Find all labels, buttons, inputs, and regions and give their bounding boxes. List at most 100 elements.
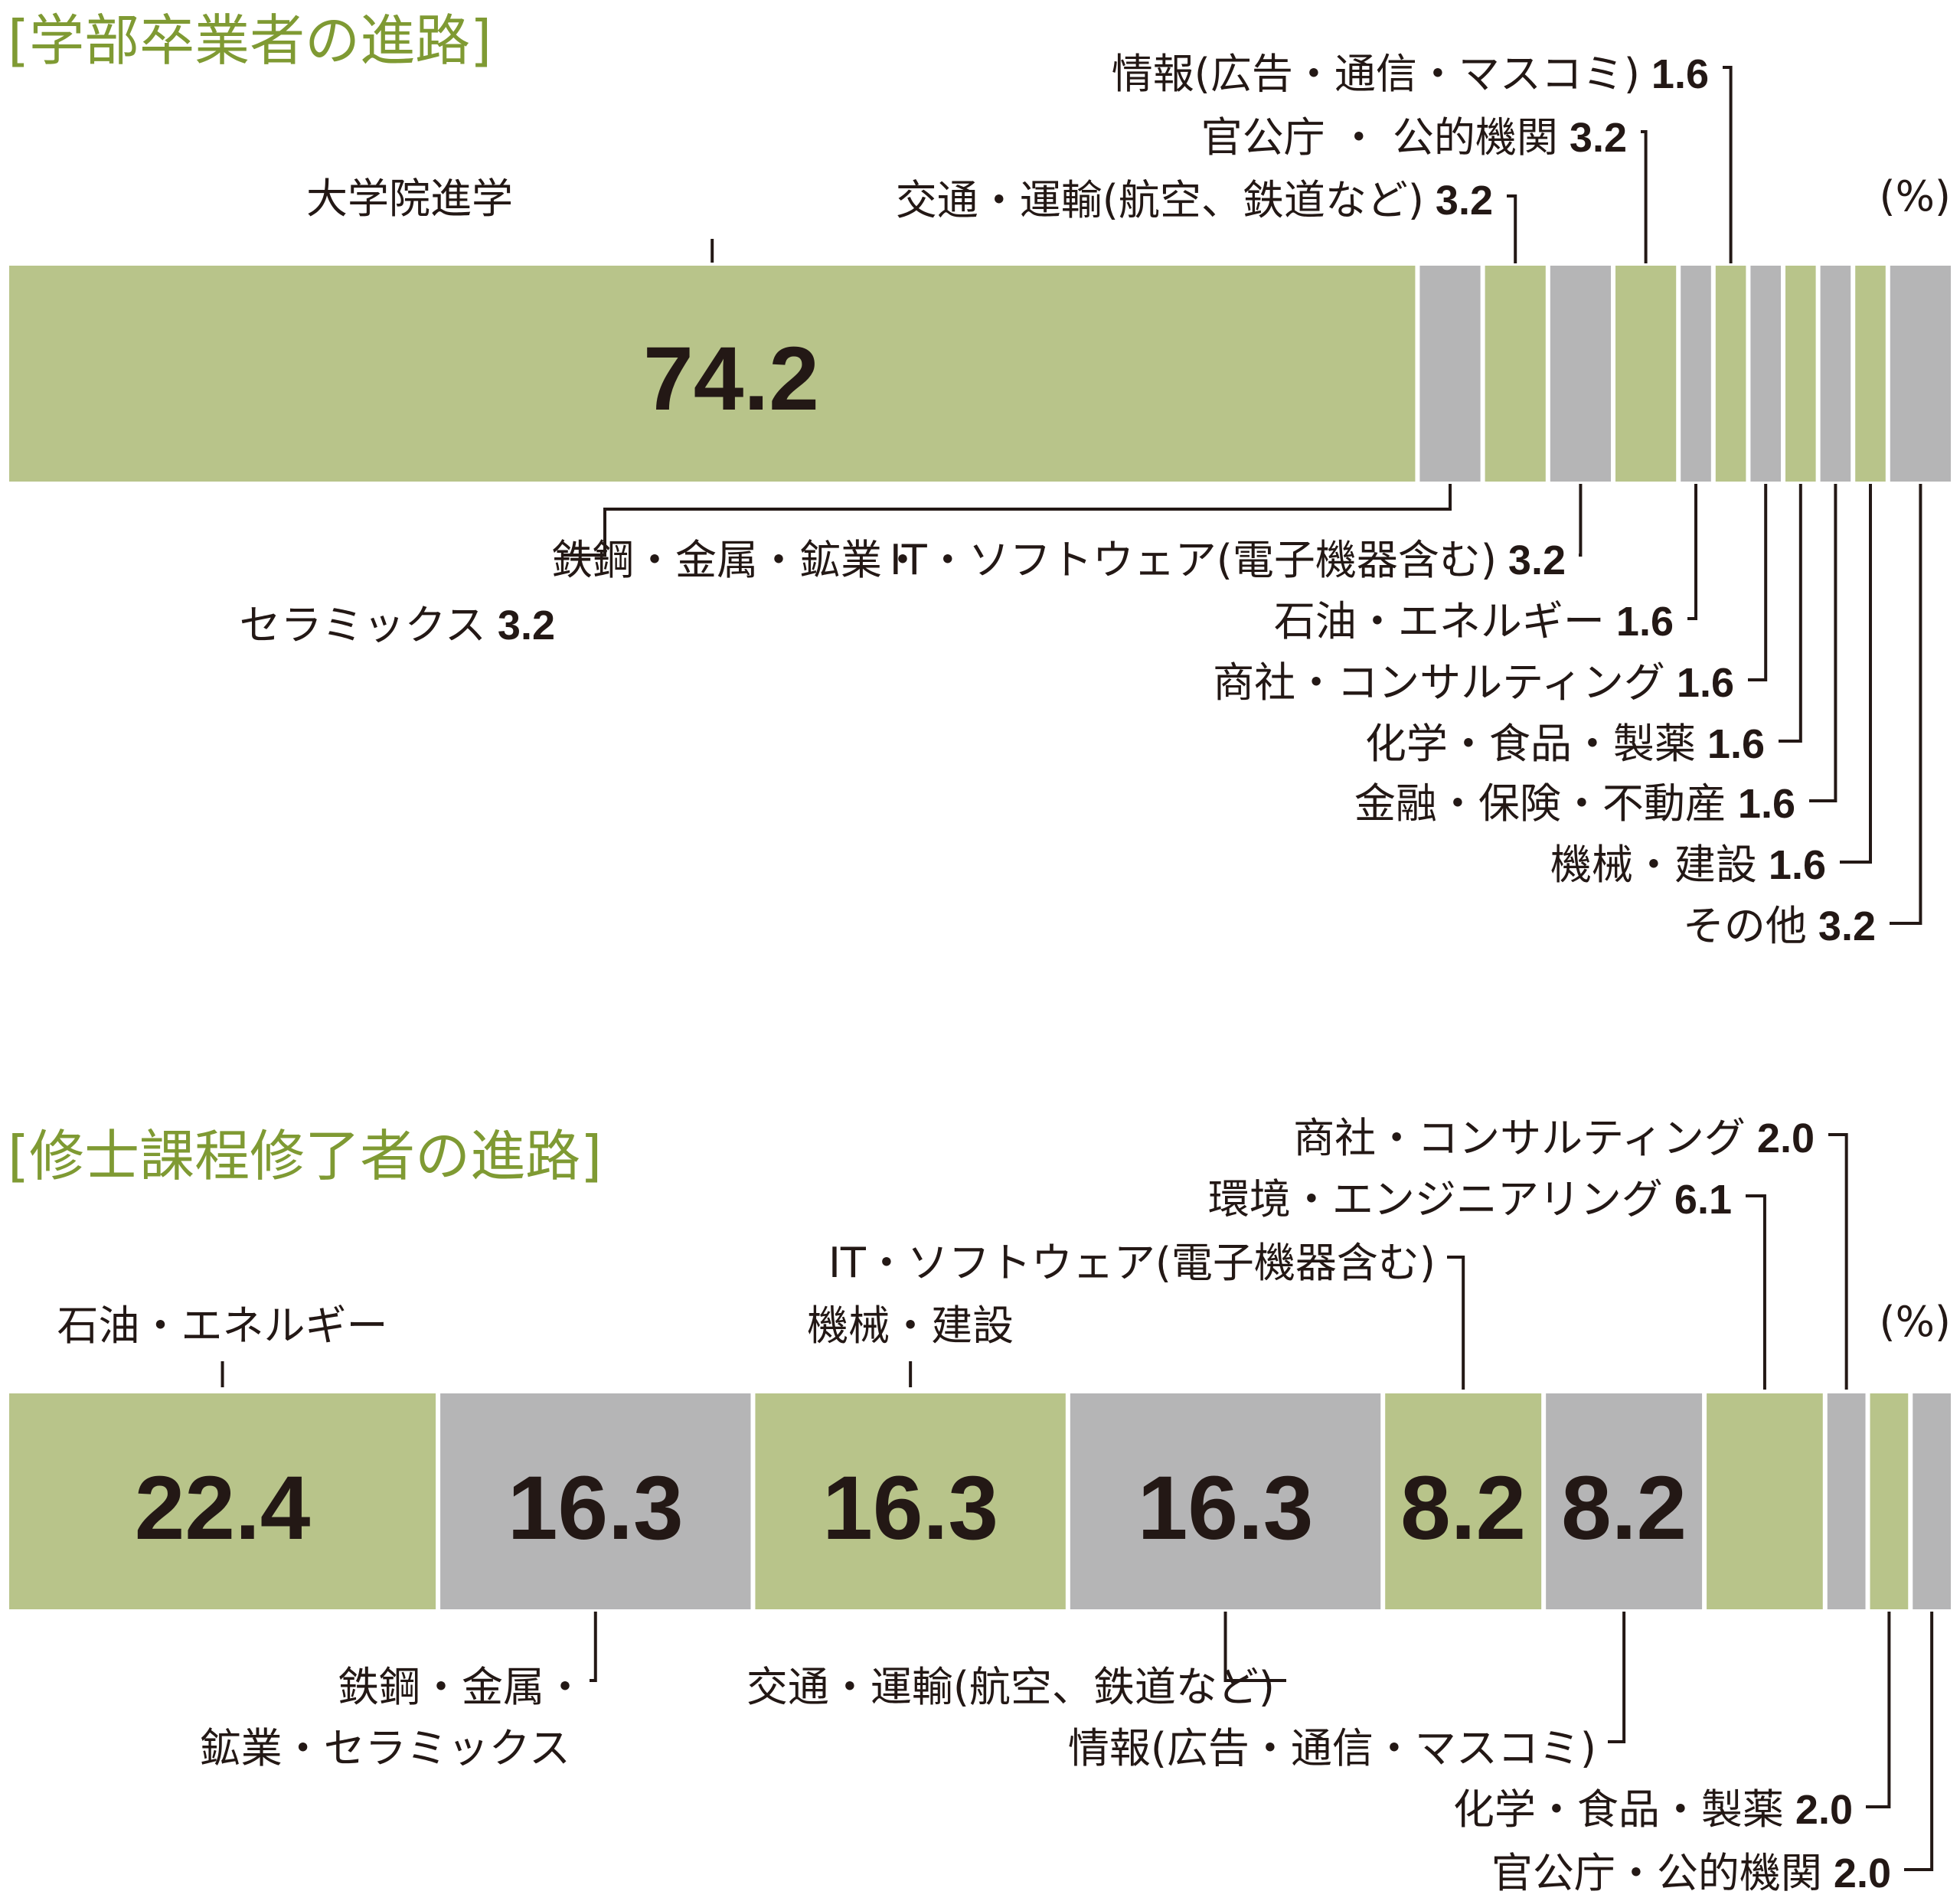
chart1-leader-2 [1507, 194, 1517, 263]
chart1-label-7: 商社・コンサルティング 1.6 [1213, 658, 1734, 707]
chart1-label-9-text: 金融・保険・不動産 [1354, 779, 1726, 828]
chart1-label-0: 大学院進学 [306, 175, 513, 223]
chart1-label-7-text: 商社・コンサルティング [1213, 658, 1665, 707]
chart1-label-5-value: 1.6 [1605, 599, 1674, 645]
chart1-label-10: 機械・建設 1.6 [1550, 841, 1826, 889]
chart1-label-9: 金融・保険・不動産 1.6 [1354, 779, 1795, 828]
chart2-label-9-value: 2.0 [1822, 1850, 1891, 1896]
chart1-label-3: IT・ソフトウェア(電子機器含む) 3.2 [890, 536, 1566, 584]
chart1-leader-7 [1748, 484, 1768, 681]
chart2-label-1: 鉄鋼・金属・ [338, 1663, 586, 1711]
chart2-label-7: 商社・コンサルティング 2.0 [1293, 1114, 1815, 1162]
chart1-label-4: 官公庁 ・ 公的機関 3.2 [1201, 113, 1627, 162]
chart1-leader-1 [563, 484, 1452, 557]
chart1-label-4-value: 3.2 [1558, 115, 1627, 161]
chart1-label-2-value: 3.2 [1424, 178, 1493, 224]
chart1-bar-10 [1855, 266, 1886, 482]
chart1-unit: (%) [1880, 172, 1951, 220]
chart1-label-1: 鉄鋼・金属・鉱業・ [551, 536, 923, 584]
chart2-bar-8 [1870, 1393, 1909, 1609]
chart2-bar-7 [1827, 1393, 1866, 1609]
chart1-label-6-value: 1.6 [1640, 51, 1709, 97]
chart2-label-9: 官公庁・公的機関 2.0 [1491, 1849, 1891, 1897]
chart2-label-5: 情報(広告・通信・マスコミ) [1068, 1724, 1596, 1772]
chart1-label-6: 情報(広告・通信・マスコミ) 1.6 [1112, 50, 1709, 98]
chart2-bar-2 [755, 1393, 1066, 1609]
chart2-label-3: 交通・運輸(航空、鉄道など) [746, 1663, 1275, 1711]
chart2-bar-4-value: 8.2 [1400, 1458, 1526, 1559]
chart1-leader-8 [1779, 484, 1802, 743]
chart1-label-10-text: 機械・建設 [1550, 841, 1757, 889]
chart1-leader-3 [1579, 484, 1583, 557]
chart2-bar-3 [1070, 1393, 1381, 1609]
chart1-leader-9 [1809, 484, 1838, 802]
chart2-bar-0-value: 22.4 [135, 1458, 311, 1559]
chart1-bar-9 [1820, 266, 1851, 482]
chart2-leader-7 [1828, 1133, 1848, 1390]
chart2-label-6-value: 6.1 [1663, 1177, 1732, 1223]
chart1-label-1b-value: 3.2 [486, 603, 555, 648]
chart2-leader-5 [1608, 1612, 1626, 1743]
chart1-bar-0-value: 74.2 [643, 328, 819, 430]
chart1-label-5: 石油・エネルギー 1.6 [1274, 597, 1674, 645]
chart1-label-1b-text: セラミックス [240, 601, 486, 649]
chart1-bar-4 [1615, 266, 1677, 482]
chart2-bar-5-value: 8.2 [1561, 1458, 1687, 1559]
chart2-bar-4 [1385, 1393, 1542, 1609]
chart1-leader-4 [1641, 130, 1648, 263]
chart1-label-8-text: 化学・食品・製薬 [1365, 720, 1696, 768]
chart1-label-9-value: 1.6 [1726, 781, 1795, 827]
chart2-bar-1-value: 16.3 [508, 1458, 684, 1559]
chart2-label-7-text: 商社・コンサルティング [1293, 1114, 1746, 1162]
chart1-label-5-text: 石油・エネルギー [1274, 597, 1605, 645]
chart1-leader-10 [1840, 484, 1872, 864]
chart2-bar-1 [440, 1393, 751, 1609]
chart1-label-4-text: 官公庁 ・ 公的機関 [1201, 113, 1558, 162]
chart2-leader-6 [1746, 1194, 1766, 1390]
chart1-bar-2 [1485, 266, 1546, 482]
chart1-label-11-value: 3.2 [1807, 903, 1876, 949]
chart2-leader-3 [1223, 1612, 1286, 1682]
chart2-label-6-text: 環境・エンジニアリング [1208, 1175, 1663, 1223]
chart1-label-8: 化学・食品・製薬 1.6 [1365, 720, 1765, 768]
chart2-label-7-value: 2.0 [1746, 1115, 1815, 1161]
chart1-label-6-text: 情報(広告・通信・マスコミ) [1112, 50, 1640, 98]
chart1-label-11: その他 3.2 [1683, 902, 1876, 950]
chart1-bar-0 [9, 266, 1416, 482]
chart2-leader-8 [1866, 1612, 1891, 1808]
chart1-label-8-value: 1.6 [1696, 721, 1765, 767]
chart1-leader-5 [1687, 484, 1698, 620]
chart1-bar-7 [1750, 266, 1782, 482]
chart2-label-1b: 鉱業・セラミックス [200, 1724, 570, 1772]
chart1-label-3-text: IT・ソフトウェア(電子機器含む) [890, 536, 1497, 584]
chart1-title: [学部卒業者の進路] [8, 8, 492, 73]
chart2-unit: (%) [1880, 1298, 1951, 1346]
chart1-label-10-value: 1.6 [1757, 842, 1826, 888]
chart2-bar-0 [9, 1393, 436, 1609]
chart2-bar-3-value: 16.3 [1138, 1458, 1314, 1559]
chart2-bar-2-value: 16.3 [822, 1458, 998, 1559]
chart2-label-9-text: 官公庁・公的機関 [1491, 1849, 1822, 1897]
chart2-label-8: 化学・食品・製薬 2.0 [1453, 1785, 1853, 1834]
chart1-bar-11 [1890, 266, 1951, 482]
chart2-leader-1 [590, 1612, 597, 1682]
chart1-label-2-text: 交通・運輸(航空、鉄道など) [896, 176, 1424, 224]
chart2-bar-6 [1707, 1393, 1823, 1609]
chart1-bar-6 [1715, 266, 1746, 482]
chart2-label-0: 石油・エネルギー [57, 1302, 388, 1350]
chart1-bar-8 [1785, 266, 1816, 482]
chart2-label-4: IT・ソフトウェア(電子機器含む) [828, 1239, 1436, 1287]
chart1-leader-11 [1890, 484, 1922, 925]
chart2-label-6: 環境・エンジニアリング 6.1 [1208, 1175, 1732, 1223]
chart1-label-1b: セラミックス 3.2 [240, 601, 555, 649]
chart1-leader-6 [1723, 66, 1733, 263]
chart1-bar-5 [1681, 266, 1711, 482]
chart2-bar-9 [1913, 1393, 1951, 1609]
chart2-label-8-text: 化学・食品・製薬 [1453, 1785, 1784, 1834]
chart2-leader-9 [1904, 1612, 1934, 1871]
chart1-label-7-value: 1.6 [1665, 660, 1734, 706]
chart2-label-2: 機械・建設 [807, 1302, 1014, 1350]
chart1-label-2: 交通・運輸(航空、鉄道など) 3.2 [896, 176, 1493, 224]
chart2-title: [修士課程修了者の進路] [8, 1124, 602, 1188]
